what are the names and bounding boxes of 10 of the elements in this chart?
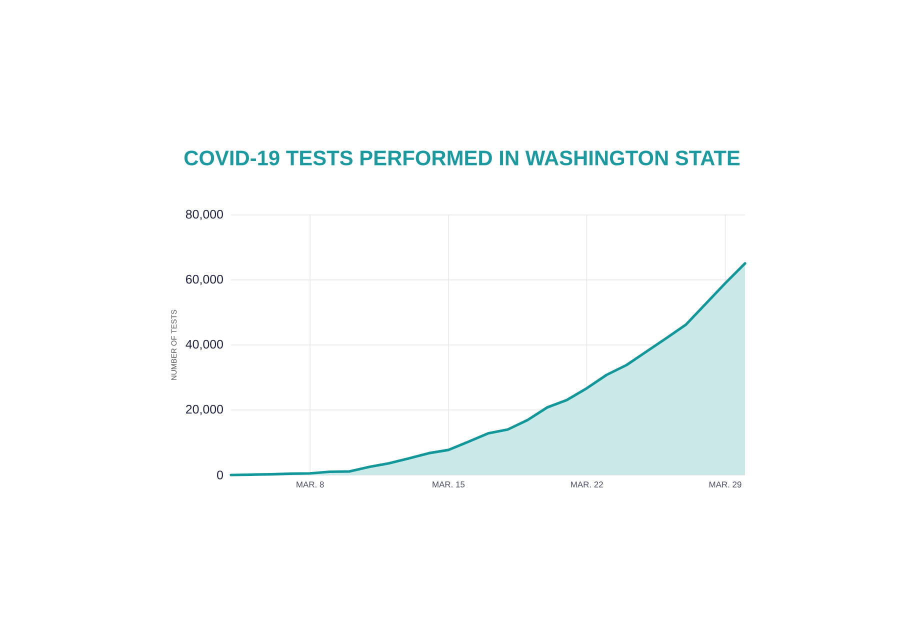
y-tick-label: 60,000 <box>186 274 223 286</box>
x-tick-label: MAR. 29 <box>709 482 742 488</box>
y-tick-label: 20,000 <box>186 404 223 416</box>
y-tick-label: 40,000 <box>186 340 223 350</box>
chart-title: COVID-19 TESTS PERFORMED IN WASHINGTON STATE <box>184 150 740 166</box>
x-tick-label: MAR. 8 <box>296 482 324 488</box>
y-tick-label: 0 <box>217 470 223 480</box>
x-tick-label: MAR. 22 <box>571 482 603 488</box>
x-tick-label: MAR. 15 <box>432 482 465 488</box>
y-tick-label: 80,000 <box>186 210 223 220</box>
